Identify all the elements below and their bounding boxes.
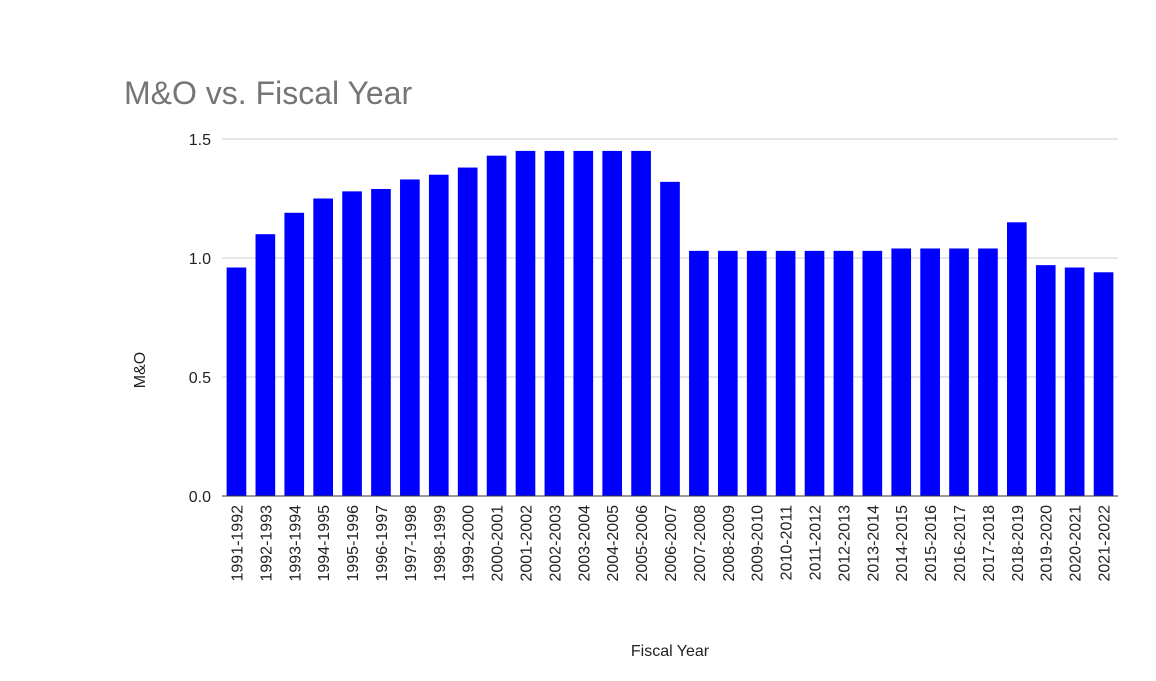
bar bbox=[371, 188, 391, 497]
bar bbox=[313, 198, 333, 496]
x-tick-label: 1993-1994 bbox=[287, 505, 304, 582]
x-tick-label: 1995-1996 bbox=[345, 505, 362, 582]
bar bbox=[833, 250, 854, 496]
y-tick-label: 0.0 bbox=[189, 489, 211, 506]
x-tick-label: 2002-2003 bbox=[547, 505, 564, 582]
y-tick-label: 1.5 bbox=[189, 132, 211, 149]
bar bbox=[284, 212, 305, 496]
chart-title: M&O vs. Fiscal Year bbox=[124, 75, 412, 111]
x-axis-title: Fiscal Year bbox=[631, 643, 710, 660]
bar bbox=[602, 150, 623, 496]
bar bbox=[891, 248, 912, 496]
bar bbox=[515, 150, 536, 496]
bar bbox=[920, 248, 940, 496]
bar bbox=[949, 248, 969, 496]
x-tick-label: 2018-2019 bbox=[1010, 505, 1027, 582]
x-tick-label: 2000-2001 bbox=[490, 505, 507, 582]
x-tick-label: 1991-1992 bbox=[229, 505, 246, 582]
x-tick-label: 2013-2014 bbox=[865, 505, 882, 582]
x-tick-label: 2005-2006 bbox=[634, 505, 651, 582]
x-tick-label: 2001-2002 bbox=[518, 505, 535, 582]
x-tick-label: 1992-1993 bbox=[258, 505, 275, 582]
x-tick-label: 2015-2016 bbox=[923, 505, 940, 582]
x-tick-label: 2009-2010 bbox=[750, 505, 767, 582]
x-axis-ticks: 1991-1992 1992-1993 1993-1994 1994-1995 1995… bbox=[229, 505, 1113, 582]
x-tick-label: 2007-2008 bbox=[692, 505, 709, 582]
y-tick-label: 0.5 bbox=[189, 370, 211, 387]
bar bbox=[631, 150, 651, 496]
bar bbox=[486, 155, 507, 496]
bar bbox=[978, 248, 998, 496]
bar bbox=[1064, 267, 1085, 496]
bar bbox=[660, 181, 680, 496]
x-tick-label: 1998-1999 bbox=[432, 505, 449, 582]
x-tick-label: 2011-2012 bbox=[808, 505, 825, 580]
x-tick-label: 2020-2021 bbox=[1068, 505, 1085, 582]
bar bbox=[226, 267, 247, 496]
bar bbox=[804, 250, 825, 496]
x-tick-label: 2010-2011 bbox=[779, 505, 796, 580]
x-tick-label: 2012-2013 bbox=[836, 505, 853, 582]
bars bbox=[226, 150, 1114, 497]
y-tick-label: 1.0 bbox=[189, 251, 211, 268]
bar bbox=[573, 150, 594, 496]
bar bbox=[342, 191, 362, 497]
bar bbox=[544, 150, 565, 496]
bar bbox=[457, 167, 478, 496]
bar bbox=[862, 250, 883, 496]
x-tick-label: 1996-1997 bbox=[374, 505, 391, 582]
x-tick-label: 2003-2004 bbox=[576, 505, 593, 582]
x-tick-label: 1997-1998 bbox=[403, 505, 420, 582]
x-tick-label: 2016-2017 bbox=[952, 505, 969, 582]
x-tick-label: 2004-2005 bbox=[605, 505, 622, 582]
bar bbox=[428, 174, 449, 496]
bar bbox=[689, 250, 709, 496]
x-tick-label: 2014-2015 bbox=[894, 505, 911, 582]
bar bbox=[1093, 272, 1114, 496]
bar bbox=[400, 179, 420, 496]
bar bbox=[746, 250, 767, 496]
x-tick-label: 2017-2018 bbox=[981, 505, 998, 582]
bar bbox=[255, 234, 276, 496]
bar bbox=[717, 250, 738, 496]
x-tick-label: 1999-2000 bbox=[461, 505, 478, 582]
y-axis-ticks: 0.0 0.5 1.0 1.5 bbox=[189, 132, 211, 506]
x-tick-label: 2021-2022 bbox=[1097, 505, 1114, 582]
x-tick-label: 2008-2009 bbox=[721, 505, 738, 582]
bar bbox=[1035, 265, 1056, 496]
bar bbox=[775, 250, 796, 496]
x-tick-label: 2006-2007 bbox=[663, 505, 680, 582]
x-tick-label: 1994-1995 bbox=[316, 505, 333, 582]
bar bbox=[1007, 222, 1027, 497]
y-axis-title: M&O bbox=[132, 352, 149, 388]
x-tick-label: 2019-2020 bbox=[1039, 505, 1056, 582]
